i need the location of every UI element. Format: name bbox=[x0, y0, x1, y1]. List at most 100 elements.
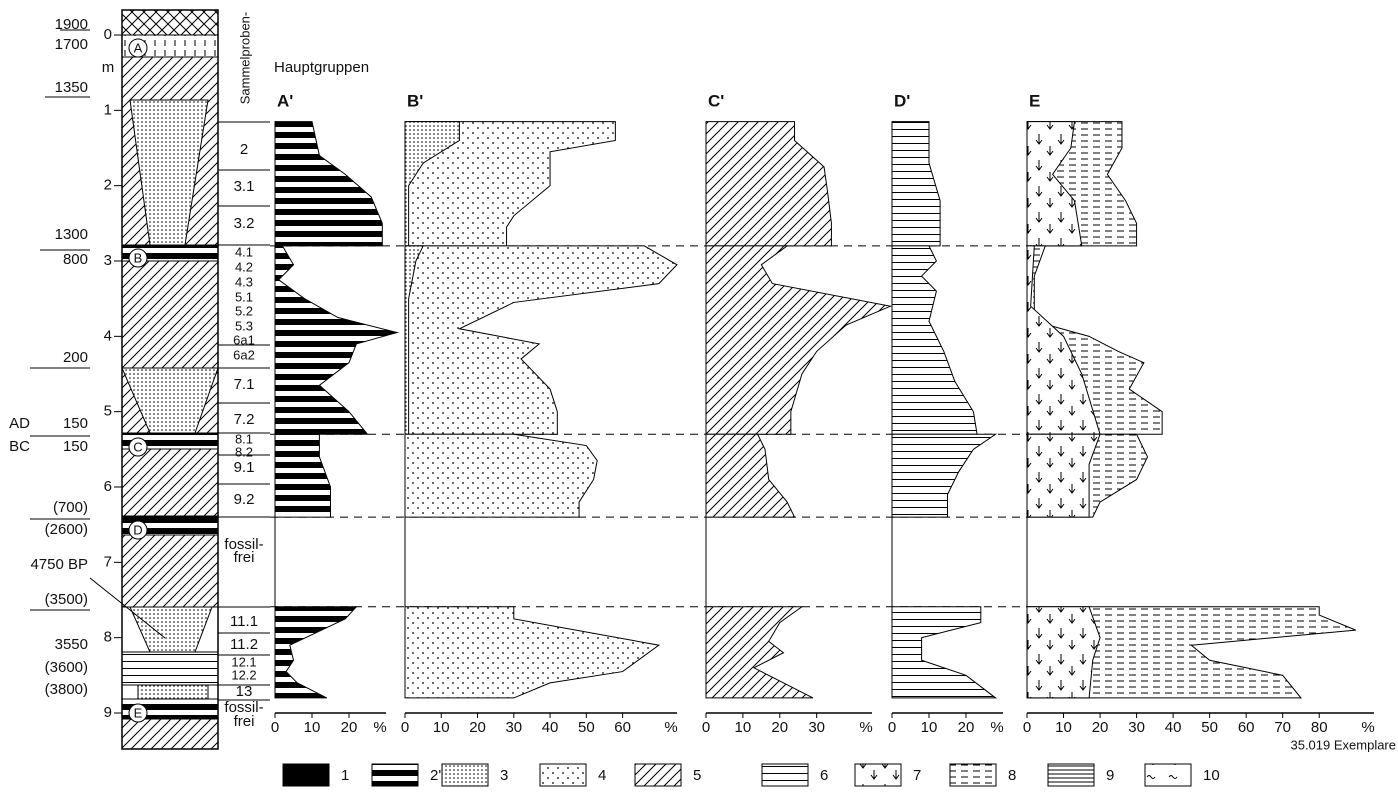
x-tick-label: 30 bbox=[808, 719, 825, 736]
x-tick-label: 40 bbox=[1165, 719, 1182, 736]
depth-tick-label: 2 bbox=[104, 177, 112, 194]
legend-label: 7 bbox=[913, 767, 921, 784]
x-unit: % bbox=[373, 719, 386, 736]
profile-area bbox=[405, 434, 597, 517]
profile-area bbox=[1027, 434, 1100, 517]
legend-swatch bbox=[283, 764, 329, 786]
sample-label: 13 bbox=[236, 683, 253, 700]
sample-label: 11.2 bbox=[230, 636, 258, 653]
x-tick-label: 20 bbox=[341, 719, 358, 736]
unit-letter: A bbox=[134, 40, 143, 55]
sample-label: 4.1 bbox=[235, 244, 253, 259]
profile-area bbox=[892, 434, 996, 517]
date-label: 4750 BP bbox=[30, 556, 88, 573]
depth-tick-label: 6 bbox=[104, 478, 112, 495]
legend-label: 2' bbox=[430, 767, 441, 784]
depth-unit: m bbox=[102, 59, 115, 76]
legend-swatch bbox=[1145, 764, 1191, 786]
date-label: 1300 bbox=[55, 226, 88, 243]
sample-label: 5.3 bbox=[235, 318, 253, 333]
date-label: 1900 bbox=[55, 16, 88, 33]
panel-label: E bbox=[1029, 91, 1040, 110]
legend-label: 1 bbox=[341, 767, 349, 784]
panel-label: B' bbox=[407, 91, 423, 110]
profile-area bbox=[275, 434, 331, 517]
legend-swatch bbox=[855, 764, 901, 786]
x-tick-label: 10 bbox=[304, 719, 321, 736]
profile-area bbox=[892, 122, 940, 246]
sample-label: 3.2 bbox=[234, 215, 255, 232]
sample-label: 7.2 bbox=[234, 411, 255, 428]
sample-label: frei bbox=[234, 713, 255, 730]
profile-area bbox=[405, 246, 677, 434]
figure: 0123456789m1900170013501300800200AD150BC… bbox=[0, 0, 1398, 792]
footnote: 35.019 Exemplare bbox=[1290, 737, 1396, 752]
sample-header: Sammelproben- bbox=[237, 12, 252, 105]
legend-swatch bbox=[950, 764, 996, 786]
x-tick-label: 20 bbox=[1092, 719, 1109, 736]
profile-area bbox=[706, 434, 795, 517]
x-tick-label: 60 bbox=[614, 719, 631, 736]
profile-area bbox=[892, 607, 996, 698]
x-tick-label: 50 bbox=[1201, 719, 1218, 736]
x-tick-label: 30 bbox=[1128, 719, 1145, 736]
x-unit: % bbox=[1361, 719, 1374, 736]
legend-label: 8 bbox=[1008, 767, 1016, 784]
depth-tick-label: 9 bbox=[104, 704, 112, 721]
legend-swatch bbox=[442, 764, 488, 786]
date-label: 1350 bbox=[55, 79, 88, 96]
x-tick-label: 30 bbox=[505, 719, 522, 736]
sample-label: 12.2 bbox=[231, 667, 256, 682]
legend-label: 6 bbox=[820, 767, 828, 784]
date-label: (3600) bbox=[45, 659, 88, 676]
depth-tick-label: 8 bbox=[104, 629, 112, 646]
sample-label: frei bbox=[234, 549, 255, 566]
date-label: (700) bbox=[53, 499, 88, 516]
sample-label: 5.2 bbox=[235, 303, 253, 318]
sample-label: 7.1 bbox=[234, 376, 255, 393]
x-tick-label: 40 bbox=[542, 719, 559, 736]
sample-label: 6a2 bbox=[233, 347, 255, 362]
sample-label: 6a1 bbox=[233, 332, 255, 347]
profile-area bbox=[275, 607, 356, 698]
x-tick-label: 20 bbox=[771, 719, 788, 736]
x-tick-label: 0 bbox=[702, 719, 710, 736]
sample-label: 5.1 bbox=[235, 289, 253, 304]
legend-swatch bbox=[635, 764, 681, 786]
legend-label: 5 bbox=[693, 767, 701, 784]
legend-swatch bbox=[540, 764, 586, 786]
x-tick-label: 10 bbox=[921, 719, 938, 736]
legend-swatch bbox=[762, 764, 808, 786]
date-label: 800 bbox=[63, 251, 88, 268]
date-label: 3550 bbox=[55, 636, 88, 653]
date-label: 150 bbox=[63, 438, 88, 455]
sample-label: 8.2 bbox=[235, 444, 253, 459]
legend-swatch bbox=[372, 764, 418, 786]
x-tick-label: 20 bbox=[469, 719, 486, 736]
x-unit: % bbox=[859, 719, 872, 736]
x-tick-label: 80 bbox=[1311, 719, 1328, 736]
title: Hauptgruppen bbox=[274, 59, 369, 76]
sample-label: 2 bbox=[240, 141, 248, 158]
sample-label: 9.1 bbox=[234, 459, 255, 476]
legend-swatch bbox=[1048, 764, 1094, 786]
legend-label: 3 bbox=[500, 767, 508, 784]
unit-letter: B bbox=[134, 250, 143, 265]
legend-label: 10 bbox=[1203, 767, 1220, 784]
sample-label: 11.1 bbox=[230, 613, 258, 630]
x-tick-label: 0 bbox=[271, 719, 279, 736]
date-label: BC bbox=[9, 438, 30, 455]
profile-area bbox=[275, 246, 397, 434]
x-tick-label: 10 bbox=[433, 719, 450, 736]
x-tick-label: 0 bbox=[1023, 719, 1031, 736]
profile-area bbox=[275, 122, 382, 246]
depth-tick-label: 5 bbox=[104, 403, 112, 420]
legend-label: 4 bbox=[598, 767, 606, 784]
x-unit: % bbox=[990, 719, 1003, 736]
depth-tick-label: 0 bbox=[104, 26, 112, 43]
x-tick-label: 20 bbox=[958, 719, 975, 736]
x-tick-label: 0 bbox=[401, 719, 409, 736]
legend-label: 9 bbox=[1106, 767, 1114, 784]
profile-area bbox=[892, 246, 977, 434]
depth-tick-label: 4 bbox=[104, 327, 112, 344]
